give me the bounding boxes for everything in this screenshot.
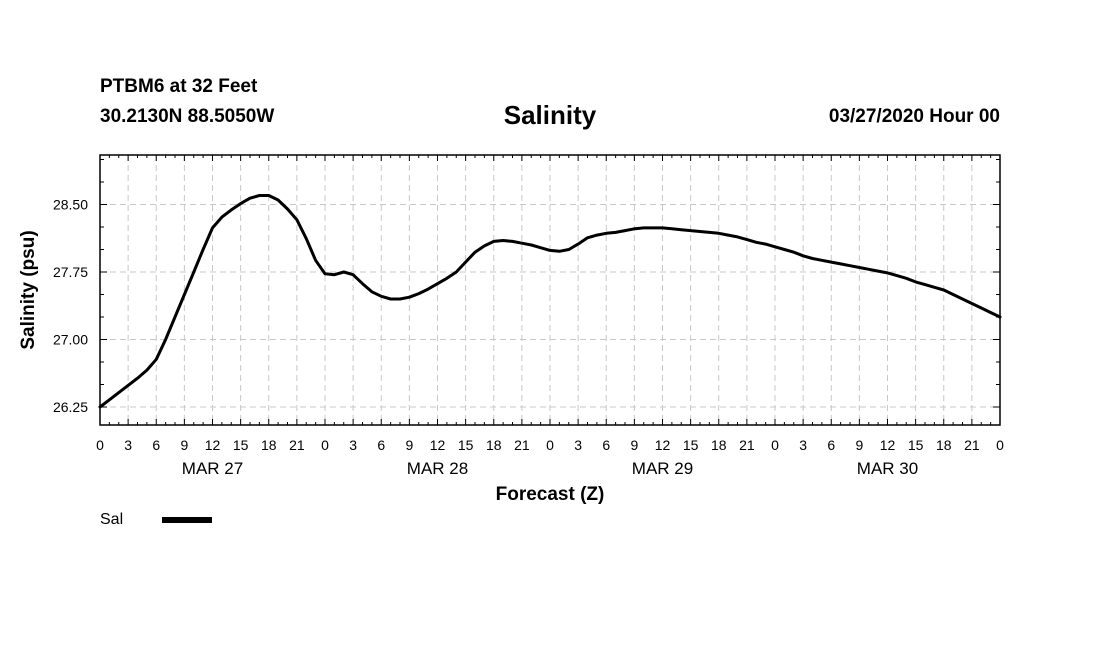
x-tick-label: 0 xyxy=(771,437,779,453)
plot-frame xyxy=(99,154,1001,426)
x-tick-label: 21 xyxy=(964,437,980,453)
series-line-salinity xyxy=(98,194,1002,409)
x-tick-label: 15 xyxy=(683,437,699,453)
x-tick-label: 12 xyxy=(880,437,896,453)
x-tick-label: 0 xyxy=(996,437,1004,453)
x-tick-label: 9 xyxy=(180,437,188,453)
x-tick-label: 0 xyxy=(546,437,554,453)
x-tick-label: 18 xyxy=(711,437,727,453)
x-tick-label: 9 xyxy=(855,437,863,453)
day-label: MAR 30 xyxy=(857,459,918,478)
x-tick-label: 9 xyxy=(405,437,413,453)
x-tick-label: 15 xyxy=(908,437,924,453)
chart-title: Salinity xyxy=(503,100,597,130)
x-tick-label: 21 xyxy=(514,437,530,453)
grid-layer xyxy=(100,155,1000,425)
legend-label: Sal xyxy=(100,511,123,528)
x-tick-label: 6 xyxy=(602,437,610,453)
day-label: MAR 29 xyxy=(632,459,693,478)
x-tick-label: 6 xyxy=(377,437,385,453)
x-tick-label: 21 xyxy=(289,437,305,453)
x-axis-title: Forecast (Z) xyxy=(496,484,605,505)
x-tick-label: 0 xyxy=(321,437,329,453)
station-label: PTBM6 at 32 Feet xyxy=(100,76,258,97)
x-tick-label: 0 xyxy=(96,437,104,453)
x-tick-label: 15 xyxy=(233,437,249,453)
coordinates-label: 30.2130N 88.5050W xyxy=(100,106,275,127)
x-tick-label: 15 xyxy=(458,437,474,453)
tick-labels-layer: 0 3 6 9 12 15 18 21 0 3 6 9 12 15 18 21 0 3 6 9 12 15 18 21 0 3 6 9… xyxy=(53,197,1004,479)
forecast-date-label: 03/27/2020 Hour 00 xyxy=(828,106,1000,127)
y-tick-label: 27.75 xyxy=(53,264,88,280)
y-tick-label: 28.50 xyxy=(53,197,88,213)
x-tick-label: 21 xyxy=(739,437,755,453)
day-label: MAR 28 xyxy=(407,459,468,478)
x-tick-label: 3 xyxy=(349,437,357,453)
y-tick-label: 27.00 xyxy=(53,332,88,348)
x-tick-label: 12 xyxy=(205,437,221,453)
y-tick-label: 26.25 xyxy=(53,399,88,415)
x-tick-label: 18 xyxy=(936,437,952,453)
x-tick-label: 12 xyxy=(655,437,671,453)
x-tick-label: 18 xyxy=(261,437,277,453)
x-tick-label: 6 xyxy=(827,437,835,453)
x-tick-label: 3 xyxy=(124,437,132,453)
x-tick-label: 12 xyxy=(430,437,446,453)
x-tick-label: 18 xyxy=(486,437,502,453)
x-tick-label: 6 xyxy=(152,437,160,453)
day-label: MAR 27 xyxy=(182,459,243,478)
x-tick-label: 3 xyxy=(574,437,582,453)
series-layer xyxy=(98,194,1002,409)
y-axis-title: Salinity (psu) xyxy=(18,230,39,349)
x-tick-label: 9 xyxy=(630,437,638,453)
x-tick-label: 3 xyxy=(799,437,807,453)
